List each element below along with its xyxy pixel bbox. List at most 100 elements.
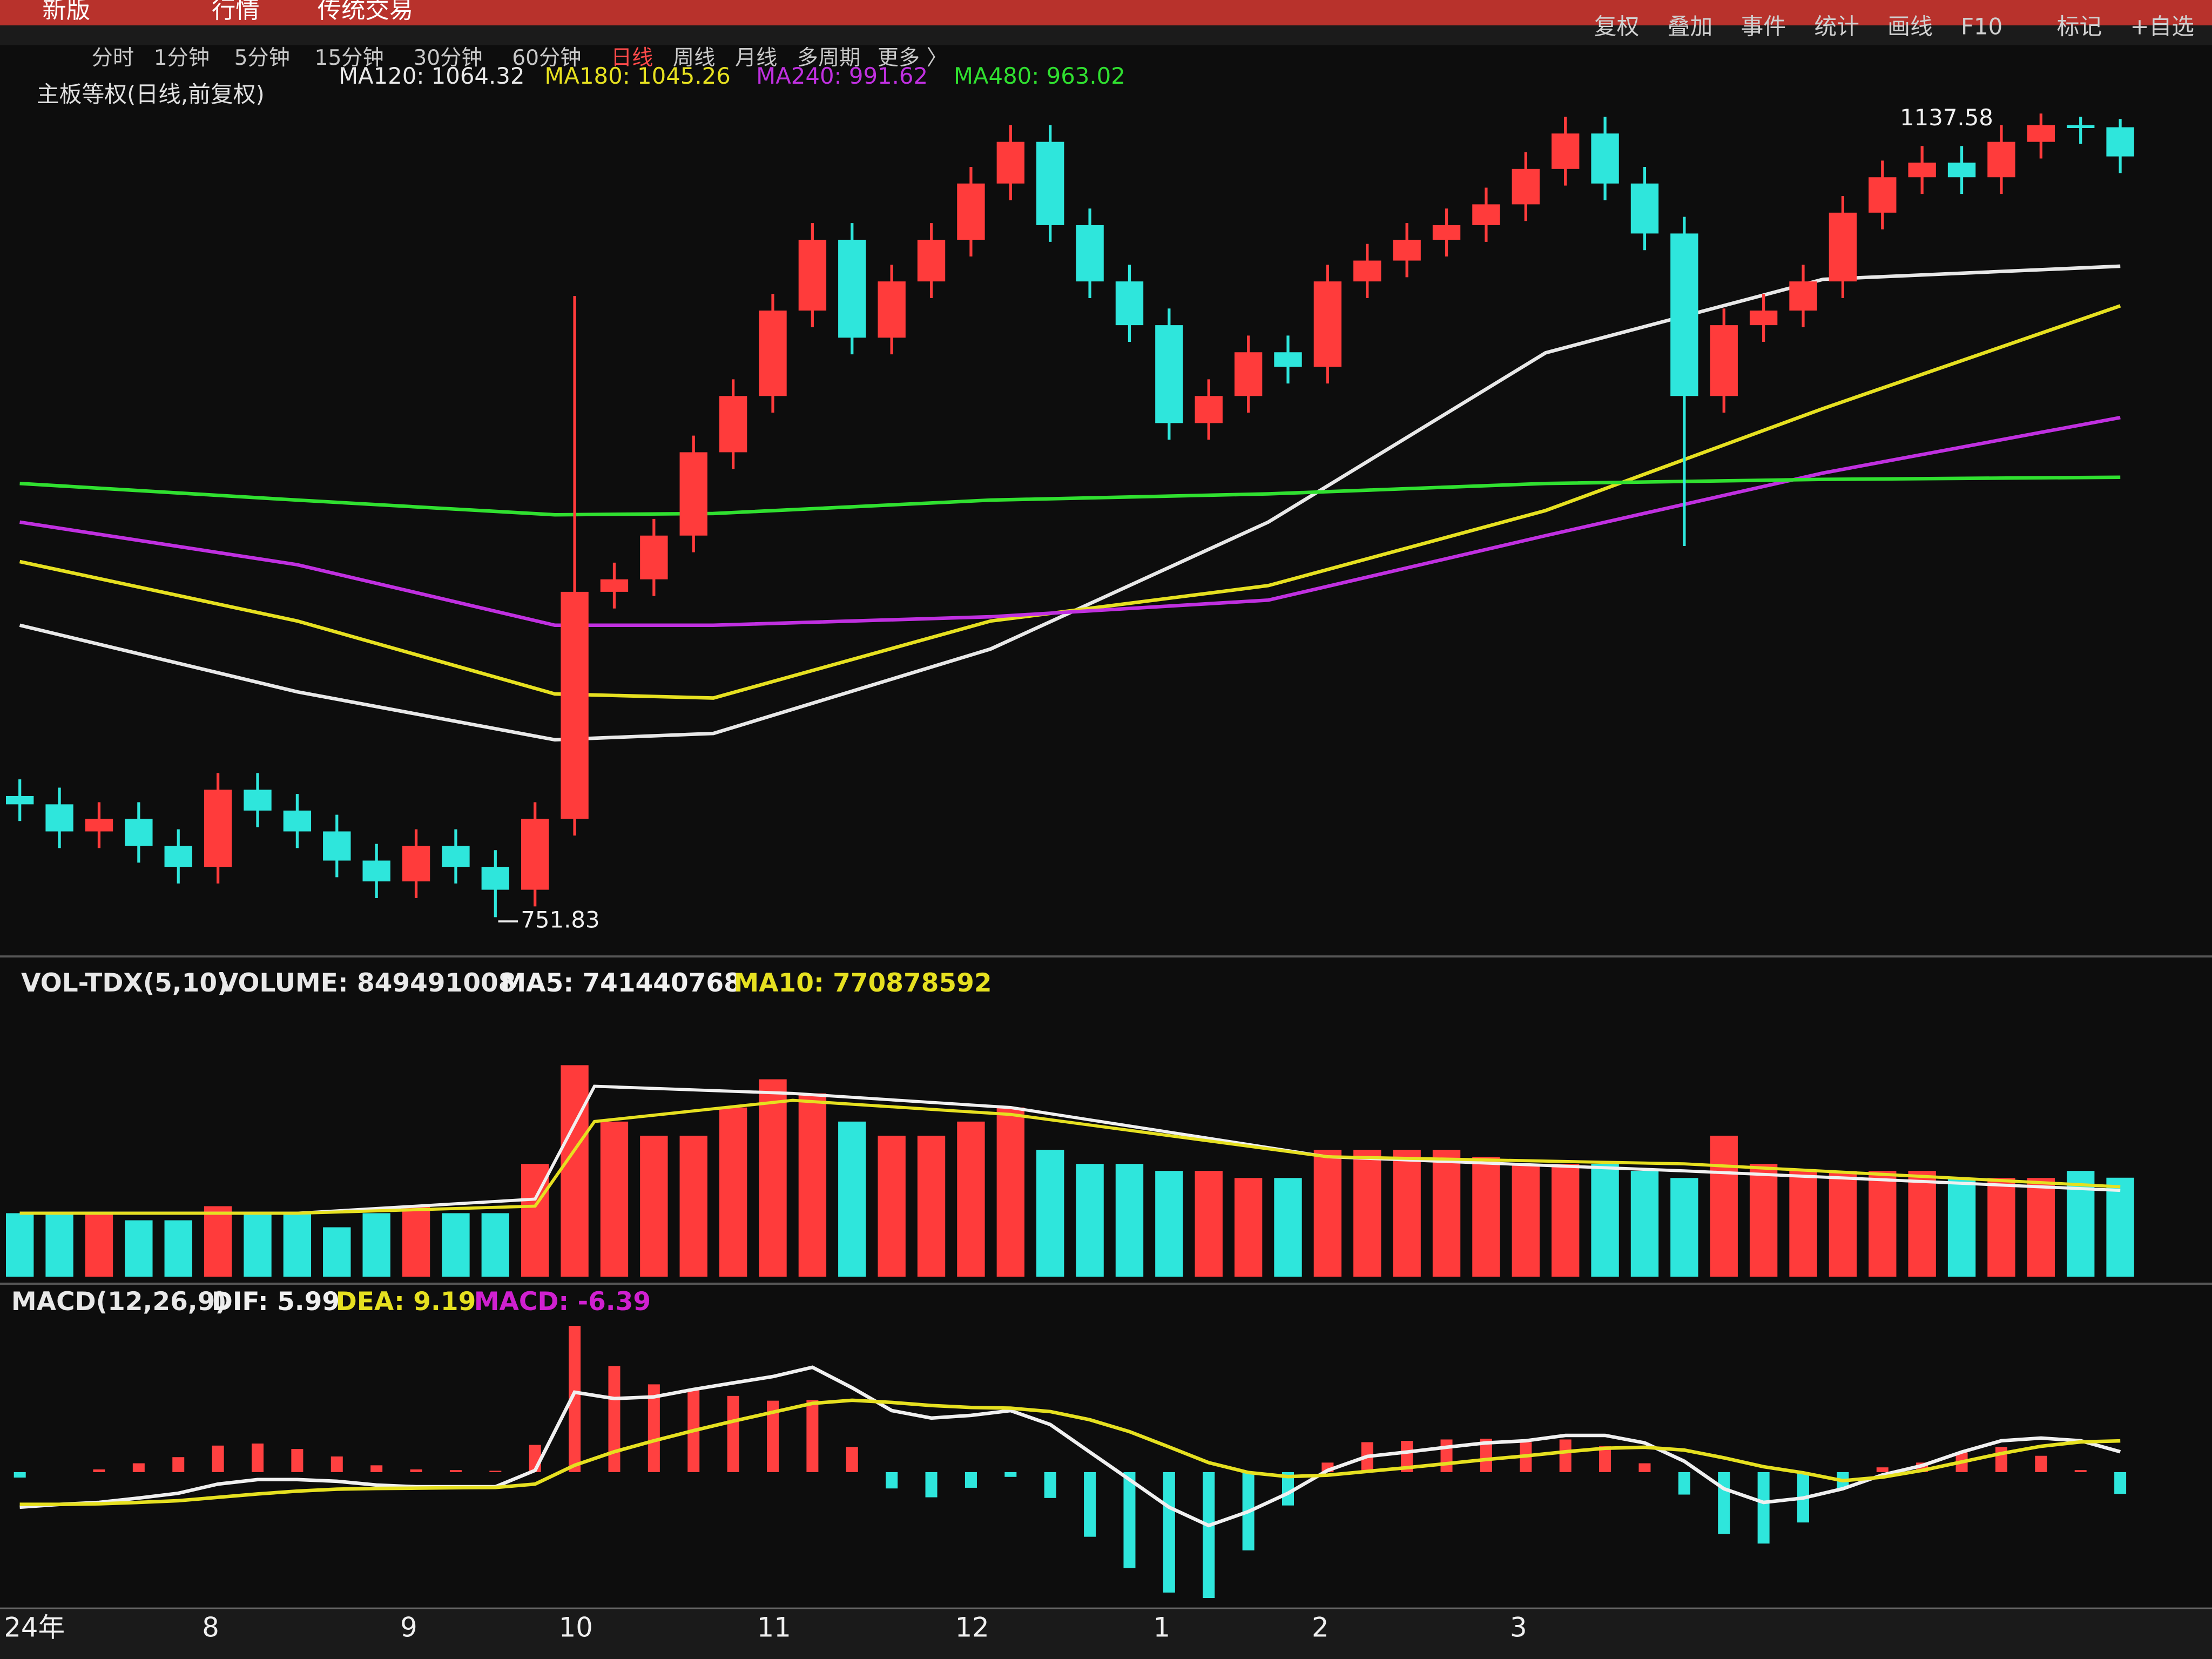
macd-bar: [251, 1444, 264, 1472]
candle-body: [1987, 141, 2015, 178]
volume-bar: [442, 1213, 470, 1277]
period-tab[interactable]: 30分钟: [413, 46, 482, 70]
tool-button[interactable]: 标记: [2057, 14, 2102, 40]
candle-body: [917, 239, 946, 282]
volume-bar: [1987, 1178, 2015, 1277]
candle-body: [561, 591, 589, 819]
macd-bar: [1599, 1446, 1611, 1472]
macd-bar: [1995, 1447, 2007, 1472]
volume-bar: [1749, 1164, 1778, 1277]
candle-body: [1552, 133, 1580, 169]
x-tick-label: 8: [202, 1612, 219, 1643]
macd-bar: [331, 1456, 343, 1472]
candle-body: [1710, 325, 1738, 396]
x-tick-label: 12: [955, 1612, 989, 1643]
candle-body: [1670, 233, 1698, 396]
period-tab[interactable]: 更多 〉: [878, 46, 948, 70]
tool-button[interactable]: 画线: [1887, 14, 1933, 40]
menu-item[interactable]: 行情: [212, 0, 260, 24]
volume-bar: [640, 1135, 668, 1277]
period-tab[interactable]: 多周期: [797, 46, 861, 70]
candle-body: [996, 141, 1024, 184]
volume-bar: [1393, 1150, 1421, 1277]
macd-bar: [1559, 1439, 1572, 1472]
volume-bar: [1472, 1157, 1500, 1277]
chart-title: MACD(12,26,9): [11, 1287, 227, 1317]
volume-bar: [878, 1135, 906, 1277]
moving-average: [19, 304, 2121, 700]
candle-body: [442, 846, 470, 867]
tool-button[interactable]: F10: [1961, 14, 2002, 40]
period-tab[interactable]: 15分钟: [315, 46, 384, 70]
candle-body: [6, 795, 34, 805]
period-tab[interactable]: 60分钟: [512, 46, 581, 70]
macd-bar: [1678, 1472, 1690, 1495]
menu-item[interactable]: 新版: [42, 0, 90, 24]
x-tick-label: 2: [1312, 1612, 1329, 1643]
period-tab[interactable]: 周线: [673, 46, 715, 70]
chart-title: 主板等权(日线,前复权): [37, 81, 265, 107]
volume-bar: [283, 1213, 312, 1277]
candle-body: [244, 790, 272, 811]
candle-body: [125, 819, 153, 846]
macd-bar: [886, 1472, 898, 1489]
legend-entry: MA180: 1045.26: [544, 63, 731, 89]
macd-bar: [1480, 1439, 1492, 1472]
legend-entry: MA120: 1064.32: [339, 63, 525, 89]
volume-bar: [362, 1213, 390, 1277]
candle-body: [1036, 141, 1064, 225]
volume-bar: [2106, 1177, 2134, 1277]
candle-body: [1234, 352, 1263, 396]
menu-item[interactable]: 传统交易: [318, 0, 414, 24]
candle-body: [283, 810, 312, 832]
macd-bar: [1757, 1472, 1770, 1544]
min-annotation: 751.83: [521, 907, 599, 933]
macd-line: [19, 1365, 2121, 1528]
tool-button[interactable]: 事件: [1741, 14, 1786, 40]
period-tab[interactable]: 月线: [735, 46, 777, 70]
period-tab[interactable]: 1分钟: [154, 46, 210, 70]
volume-bar: [1115, 1164, 1144, 1277]
macd-line: [19, 1398, 2121, 1506]
tool-button[interactable]: +自选: [2130, 14, 2194, 40]
volume-bar: [1869, 1171, 1897, 1277]
volume-bar: [1829, 1171, 1857, 1277]
volume-bar: [1274, 1178, 1302, 1277]
volume-bar: [1036, 1150, 1064, 1277]
volume-bar: [917, 1135, 946, 1277]
candle-body: [1393, 239, 1421, 261]
macd-bar: [1638, 1463, 1651, 1472]
volume-bar: [759, 1079, 787, 1277]
candle-body: [878, 281, 906, 338]
macd-bar: [2035, 1455, 2047, 1472]
candle-body: [1353, 260, 1381, 282]
moving-average: [19, 416, 2121, 628]
volume-bar: [204, 1206, 232, 1277]
moving-average: [19, 264, 2121, 742]
candle-body: [759, 311, 787, 396]
macd-bar: [648, 1384, 660, 1472]
volume-bar: [996, 1107, 1024, 1277]
tool-button[interactable]: 复权: [1594, 14, 1640, 40]
period-tab[interactable]: 5分钟: [234, 46, 290, 70]
candle-body: [45, 804, 73, 832]
macd-bar: [1004, 1472, 1017, 1477]
x-tick-label: 1: [1153, 1612, 1170, 1643]
period-tab[interactable]: 分时: [92, 46, 134, 70]
macd-bar: [132, 1463, 145, 1472]
macd-bar: [608, 1366, 621, 1472]
legend-entry: VOLUME: 849491008: [219, 968, 516, 998]
x-tick-label: 11: [757, 1612, 791, 1643]
candle-body: [719, 396, 747, 453]
macd-bar: [1401, 1440, 1413, 1472]
volume-bar: [1512, 1164, 1540, 1277]
candle-body: [204, 790, 232, 867]
macd-bar: [569, 1326, 581, 1472]
macd-bar: [965, 1472, 977, 1488]
period-tab[interactable]: 日线: [611, 46, 653, 70]
tool-button[interactable]: 叠加: [1668, 14, 1713, 40]
tool-button[interactable]: 统计: [1814, 14, 1859, 40]
macd-bar: [1163, 1472, 1175, 1593]
macd-bar: [212, 1445, 224, 1472]
